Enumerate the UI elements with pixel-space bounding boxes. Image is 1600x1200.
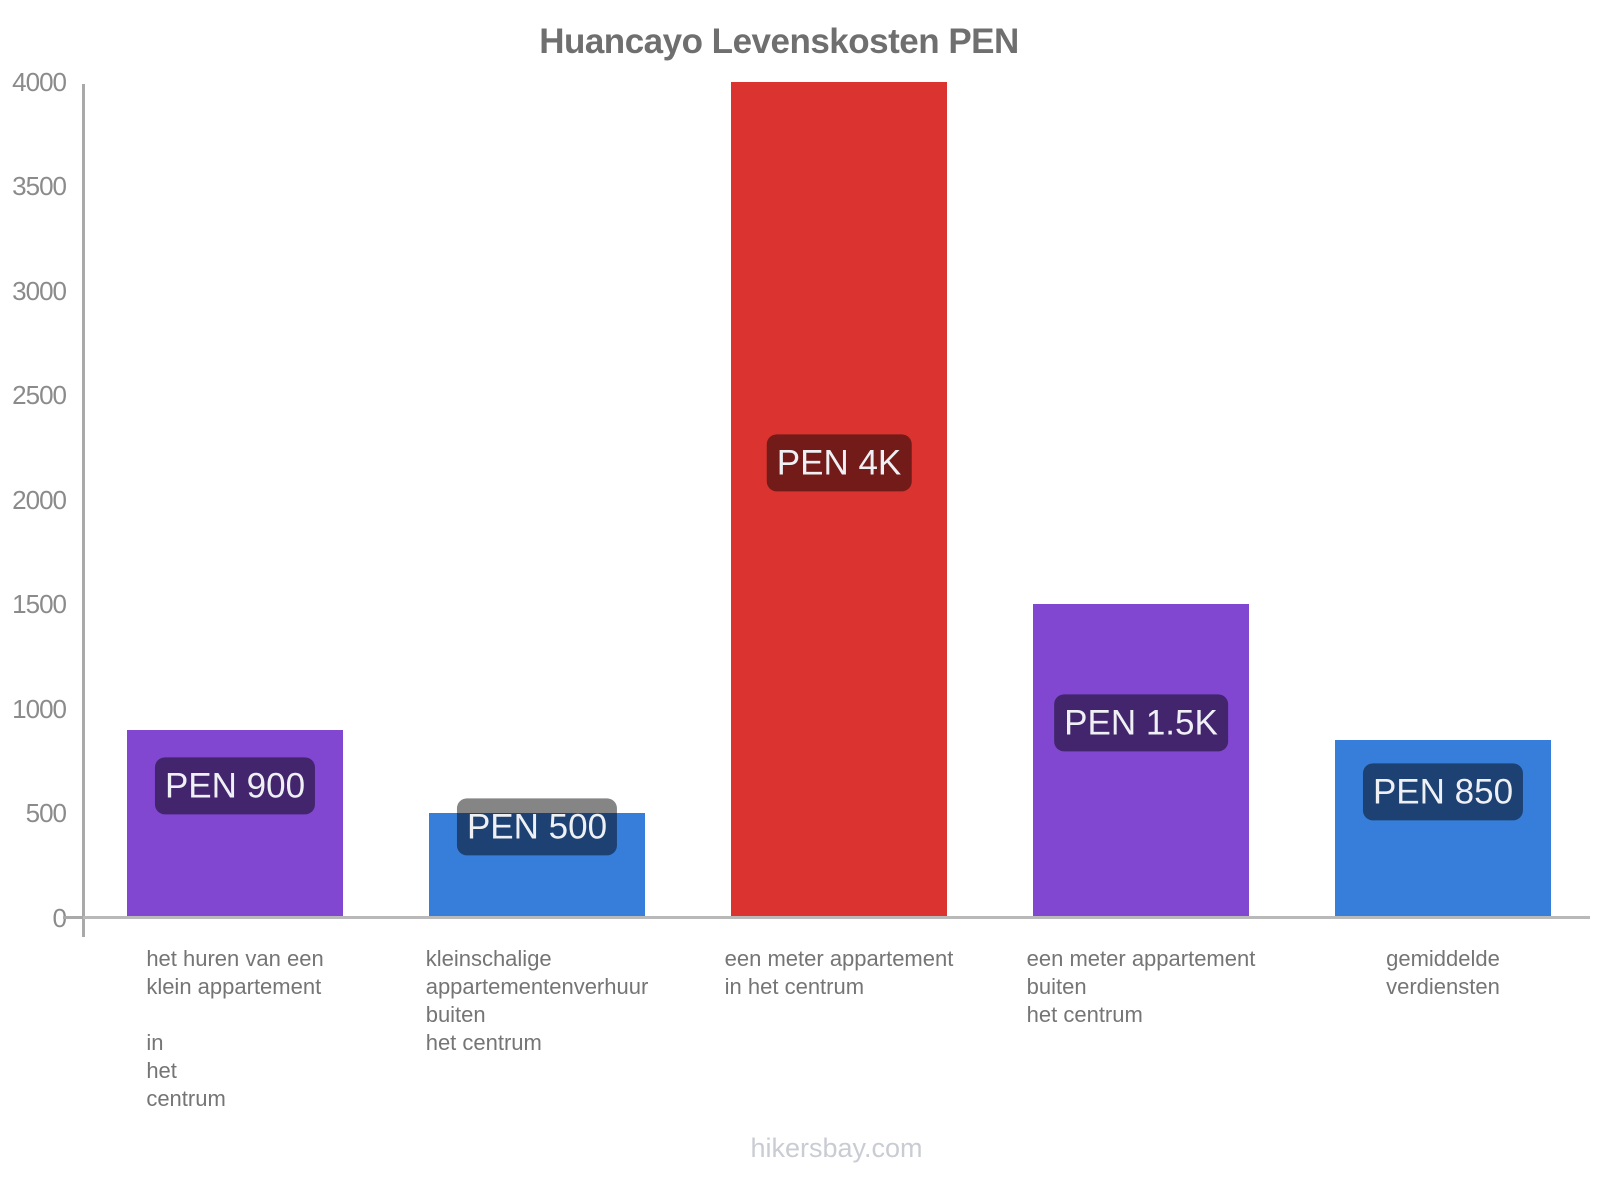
bar-5 [1335, 740, 1551, 918]
y-axis-tick-label: 3500 [12, 171, 67, 202]
bar-2 [429, 813, 645, 918]
value-label-badge: PEN 500 [456, 798, 618, 856]
y-axis-tick-label: 3000 [12, 275, 67, 306]
category-label: gemiddelde verdiensten [1386, 946, 1500, 999]
y-axis-tick-label: 2000 [12, 484, 67, 515]
y-axis-tick-label: 1000 [12, 693, 67, 724]
y-axis-tick-label: 500 [25, 798, 67, 829]
bar-3 [731, 82, 947, 918]
category-label: een meter appartement in het centrum [724, 946, 954, 999]
value-label-badge: PEN 4K [766, 434, 912, 492]
value-label-badge: PEN 850 [1362, 763, 1524, 821]
value-label-badge: PEN 900 [154, 757, 316, 815]
y-axis-tick-label: 1500 [12, 589, 67, 620]
bar-1 [127, 729, 343, 918]
y-axis-line [82, 84, 85, 937]
y-axis-tick-label: 4000 [12, 67, 67, 97]
footer-watermark: hikersbay.com [750, 1133, 923, 1163]
y-axis-tick-label: 2500 [12, 380, 67, 411]
y-axis-tick-label: 0 [52, 902, 67, 933]
chart-title: Huancayo Levenskosten PEN [539, 22, 1019, 61]
value-label-badge: PEN 1.5K [1054, 694, 1228, 752]
category-label: kleinschalige appartementenverhuur buite… [425, 946, 649, 1055]
category-label: het huren van een klein appartement in h… [146, 946, 324, 1111]
x-axis-baseline [83, 916, 1590, 919]
y-axis-zero-tick [63, 916, 83, 919]
category-label: een meter appartement buiten het centrum [1026, 946, 1256, 1027]
bar-4 [1033, 604, 1249, 918]
